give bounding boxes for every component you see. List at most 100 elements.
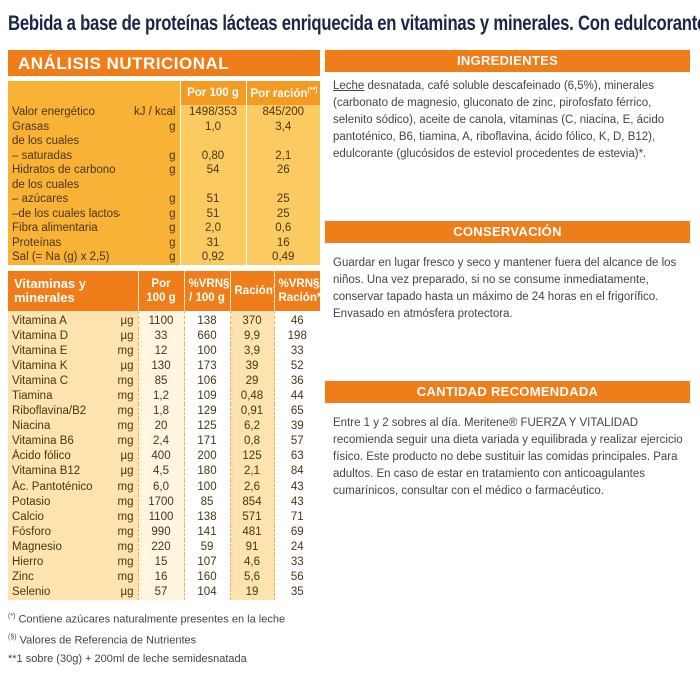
value: 65 (273, 404, 320, 420)
unit: mg (104, 524, 138, 540)
vitamin-row: Potasio mg 1700 85 854 43 (8, 494, 320, 510)
unit: g (120, 221, 180, 236)
value: 15 (137, 555, 184, 571)
value: 854 (229, 494, 274, 510)
title: Bebida a base de proteínas lácteas enriq… (8, 12, 700, 35)
unit: kJ / kcal (120, 105, 180, 120)
nutrition-row: Fibra alimentaria g 2,0 0,6 (8, 221, 320, 236)
value: 51 (179, 192, 246, 207)
value: 43 (273, 479, 320, 495)
vitamin-row: Riboflavina/B2 mg 1,8 129 0,91 65 (8, 404, 320, 420)
nutrition-row: Valor energético kJ / kcal 1498/353 845/200 (8, 105, 320, 120)
header-cell: %VRN§ / 100 g (183, 270, 230, 311)
value: 370 (229, 310, 274, 329)
nutrition-row: – saturadas g 0,80 2,1 (8, 148, 320, 163)
value: 104 (183, 585, 230, 601)
row-label: Fósforo (8, 524, 104, 540)
value: 63 (273, 449, 320, 465)
value: 52 (273, 358, 320, 374)
nutrition-row: de los cuales (8, 134, 320, 149)
value: 59 (183, 539, 230, 555)
vitamin-row: Tiamina mg 1,2 109 0,48 44 (8, 388, 320, 405)
value: 571 (229, 509, 274, 525)
unit: mg (104, 419, 138, 435)
header-cell: Por 100 g (179, 81, 246, 105)
nutrition-row: de los cuales (8, 177, 320, 192)
row-label: Vitamina E (8, 343, 104, 359)
ingredients-text: Leche desnatada, café soluble descafeina… (325, 72, 690, 163)
value: 130 (137, 358, 184, 374)
value: 26 (245, 163, 320, 178)
vitamin-row: Vitamina B6 mg 2,4 171 0,8 57 (8, 434, 320, 450)
header-cell: Por ración(**) (245, 81, 320, 105)
unit: mg (104, 555, 138, 571)
value: 129 (183, 404, 230, 420)
value: 138 (183, 509, 230, 525)
value: 141 (183, 524, 230, 540)
value: 100 (183, 479, 230, 495)
value: 180 (183, 464, 230, 480)
nutrition-panel: ANÁLISIS NUTRICIONAL Por 100 g Por ración… (8, 50, 320, 668)
cell (245, 134, 320, 149)
footnotes: (*) Contiene azúcares naturalmente prese… (8, 608, 320, 667)
row-label: – saturadas (8, 148, 120, 163)
value: 109 (183, 388, 230, 405)
header-cell: %VRN§/ Ración** (273, 270, 320, 311)
dosage-text: Entre 1 y 2 sobres al día. Meritene® FUE… (333, 417, 683, 497)
row-label: Ácido fólico (8, 449, 104, 465)
value: 56 (273, 570, 320, 586)
value: 25 (245, 192, 320, 207)
value: 107 (183, 555, 230, 571)
unit: mg (104, 388, 138, 405)
row-label: de los cuales (8, 177, 180, 192)
row-label: Zinc (8, 570, 104, 586)
row-label: Valor energético (8, 105, 120, 120)
value: 125 (229, 449, 274, 465)
unit: g (120, 206, 180, 221)
nutrition-row: Hidratos de carbono g 54 26 (8, 163, 320, 178)
value: 54 (179, 163, 246, 178)
row-label: Sal (= Na (g) x 2,5) (8, 250, 120, 265)
unit: mg (104, 539, 138, 555)
value: 0,6 (245, 221, 320, 236)
value: 6,2 (229, 419, 274, 435)
unit: mg (104, 404, 138, 420)
row-label: Ác. Pantoténico (8, 479, 104, 495)
header-cell: Vitaminas y minerales (8, 270, 138, 311)
section-heading: CONSERVACIÓN (325, 221, 690, 243)
header-row: Por 100 g Por ración(**) (8, 81, 320, 105)
value: 198 (273, 328, 320, 344)
row-label: de los cuales (8, 134, 180, 149)
value: 16 (137, 570, 184, 586)
value: 0,49 (245, 250, 320, 265)
unit: g (120, 119, 180, 134)
value: 33 (273, 343, 320, 359)
value: 1,0 (179, 119, 246, 134)
row-label: – azúcares (8, 192, 120, 207)
header-cell: Por 100 g (137, 270, 184, 311)
value: 20 (137, 419, 184, 435)
cell (179, 134, 246, 149)
value: 19 (229, 585, 274, 601)
value: 400 (137, 449, 184, 465)
row-label: Calcio (8, 509, 104, 525)
row-label: Hierro (8, 555, 104, 571)
unit: mg (104, 479, 138, 495)
value: 24 (273, 539, 320, 555)
unit: g (120, 148, 180, 163)
footnote-mark: (§) (8, 633, 17, 641)
unit: µg (104, 449, 138, 465)
unit: mg (104, 434, 138, 450)
vitamin-row: Ác. Pantoténico mg 6,0 100 2,6 43 (8, 479, 320, 495)
value: 845/200 (245, 105, 320, 120)
info-panel: INGREDIENTES Leche desnatada, café solub… (325, 50, 690, 500)
row-label: –de los cuales lactosa (8, 206, 120, 221)
value: 0,92 (179, 250, 246, 265)
unit: g (120, 192, 180, 207)
value: 44 (273, 388, 320, 405)
